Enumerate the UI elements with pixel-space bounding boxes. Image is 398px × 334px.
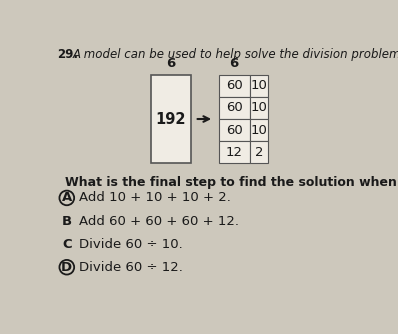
Bar (219, 75, 250, 97)
Text: 6: 6 (230, 57, 239, 70)
Text: C: C (62, 237, 72, 250)
Text: A: A (62, 191, 72, 204)
Text: 60: 60 (226, 102, 242, 115)
Text: Add 60 + 60 + 60 + 12.: Add 60 + 60 + 60 + 12. (79, 214, 239, 227)
Text: 6: 6 (166, 57, 175, 70)
Bar (250, 75, 268, 97)
Text: D: D (61, 261, 72, 274)
Text: B: B (62, 214, 72, 227)
Bar (250, 141, 268, 163)
Text: 10: 10 (251, 124, 267, 137)
Text: Add 10 + 10 + 10 + 2.: Add 10 + 10 + 10 + 2. (79, 191, 231, 204)
Bar (150, 75, 191, 163)
Text: Divide 60 ÷ 12.: Divide 60 ÷ 12. (79, 261, 183, 274)
Bar (250, 119, 268, 141)
Text: 12: 12 (226, 146, 243, 159)
Text: 60: 60 (226, 79, 242, 92)
Text: 60: 60 (226, 124, 242, 137)
Bar (219, 119, 250, 141)
Text: Divide 60 ÷ 10.: Divide 60 ÷ 10. (79, 237, 183, 250)
Text: 10: 10 (251, 79, 267, 92)
Text: A model can be used to help solve the division problem 192 ÷ 6.: A model can be used to help solve the di… (73, 48, 398, 61)
Bar (250, 97, 268, 119)
Text: 2: 2 (255, 146, 263, 159)
Bar (219, 141, 250, 163)
Bar (219, 97, 250, 119)
Text: What is the final step to find the solution when using the model?: What is the final step to find the solut… (65, 176, 398, 189)
Text: 29.: 29. (57, 48, 78, 61)
Text: 192: 192 (155, 112, 186, 127)
Text: 10: 10 (251, 102, 267, 115)
